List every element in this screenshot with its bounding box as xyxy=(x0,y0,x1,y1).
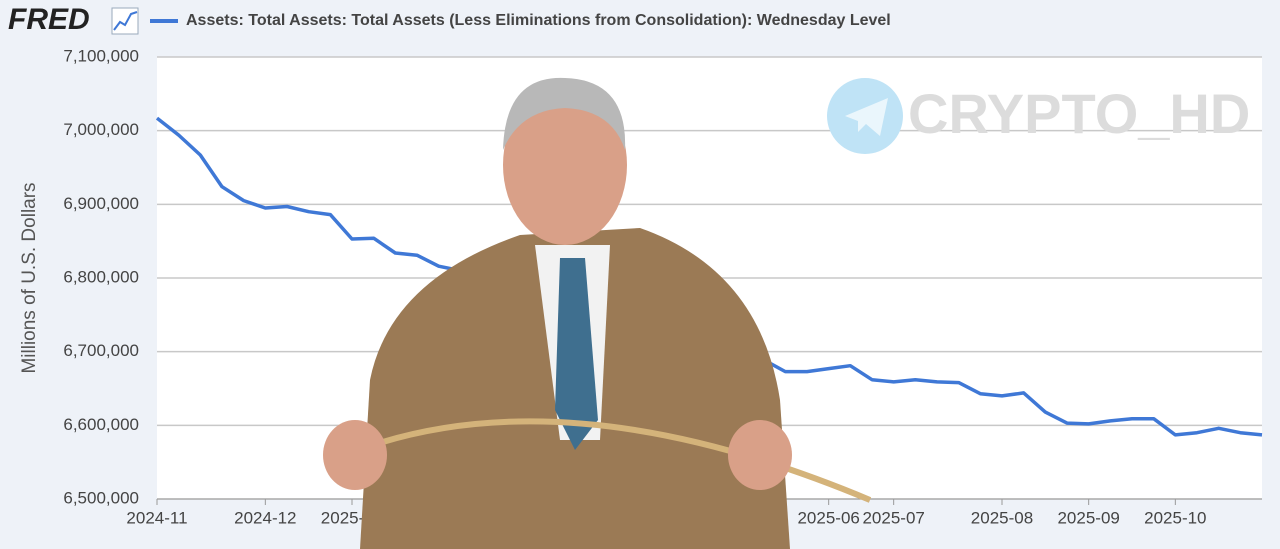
y-tick-label: 6,500,000 xyxy=(63,488,139,507)
x-tick-label: 2025-06 xyxy=(797,508,859,527)
photo-overlay xyxy=(323,77,872,549)
y-tick-label: 6,700,000 xyxy=(63,341,139,360)
y-tick-label: 7,000,000 xyxy=(63,120,139,139)
x-tick-label: 2025-08 xyxy=(971,508,1033,527)
y-axis-label: Millions of U.S. Dollars xyxy=(19,182,40,373)
x-tick-label: 2024-12 xyxy=(234,508,296,527)
watermark: CRYPTO_HD xyxy=(827,78,1250,154)
x-tick-label: 2025-10 xyxy=(1144,508,1206,527)
legend-label: Assets: Total Assets: Total Assets (Less… xyxy=(186,12,891,29)
watermark-text: CRYPTO_HD xyxy=(908,82,1250,145)
y-tick-label: 6,900,000 xyxy=(63,194,139,213)
y-tick-label: 6,600,000 xyxy=(63,415,139,434)
logo: FRED xyxy=(8,3,90,36)
y-tick-label: 6,800,000 xyxy=(63,267,139,286)
x-tick-label: 2025-07 xyxy=(862,508,924,527)
logo-icon xyxy=(111,7,139,35)
y-tick-label: 7,100,000 xyxy=(63,46,139,65)
x-tick-label: 2025-09 xyxy=(1057,508,1119,527)
x-tick-label: 2024-11 xyxy=(126,508,187,527)
